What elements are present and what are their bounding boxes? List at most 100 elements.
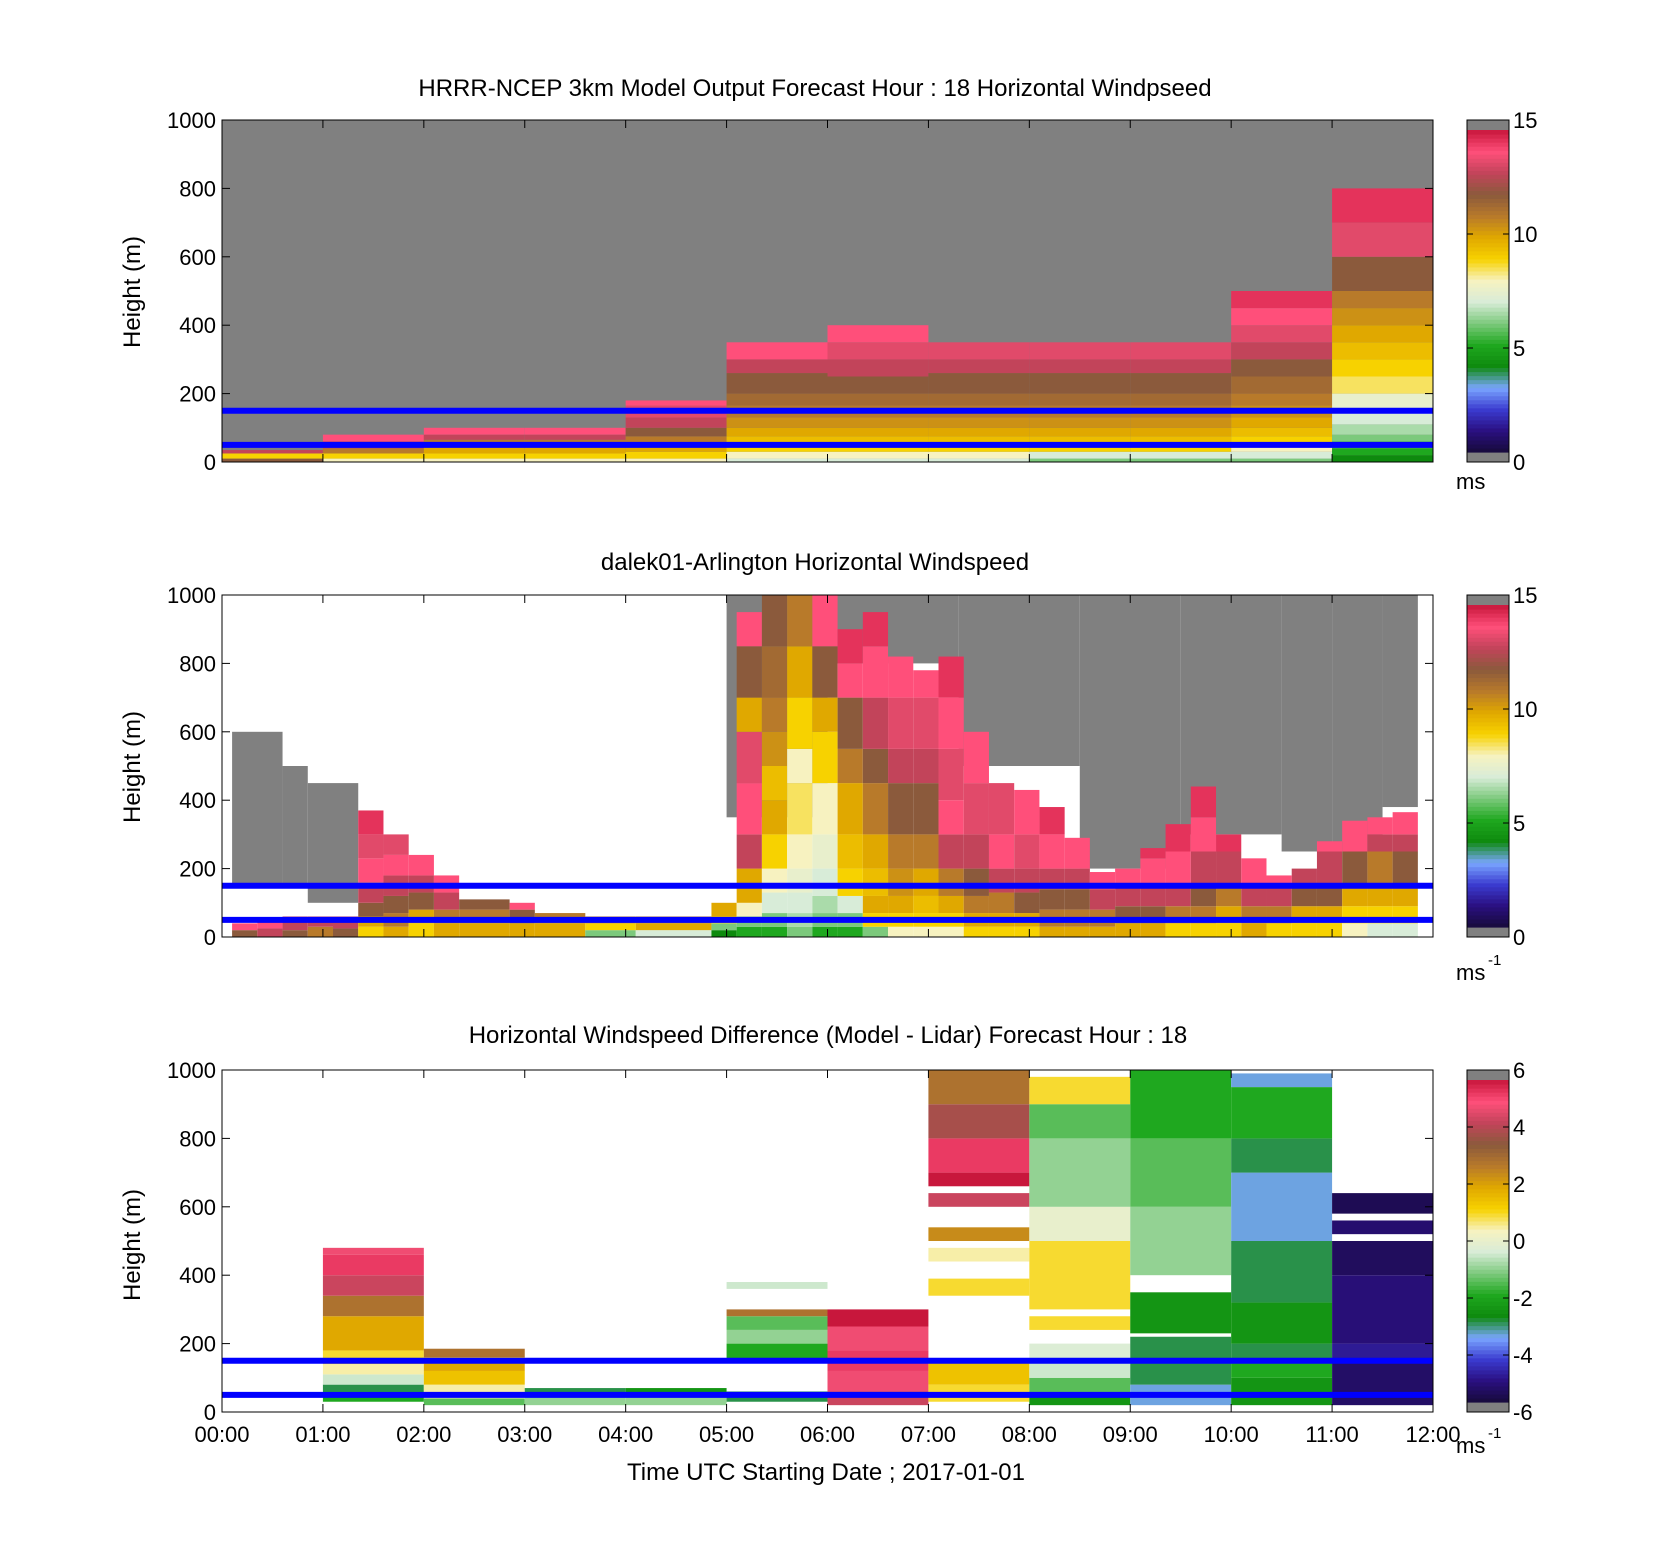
heatmap-cell: [938, 748, 964, 801]
colorbar-segment: [1467, 323, 1509, 328]
heatmap-cell: [928, 1247, 1030, 1262]
heatmap-cell: [282, 930, 308, 937]
heatmap-cell: [787, 926, 813, 937]
colorbar-unit-exponent: -1: [1488, 1425, 1501, 1442]
colorbar-segment: [1467, 838, 1509, 844]
heatmap-cell: [1332, 1241, 1433, 1276]
heatmap-cell: [423, 1348, 525, 1358]
colorbar-segment: [1467, 1369, 1509, 1375]
colorbar-segment: [1467, 423, 1509, 429]
heatmap-cell: [938, 656, 964, 698]
heatmap-cell: [625, 1388, 727, 1395]
heatmap-cell: [1130, 1070, 1232, 1139]
colorbar-segment: [1467, 665, 1509, 670]
heatmap-cell: [423, 1398, 525, 1406]
colorbar-segment: [1467, 786, 1509, 791]
heatmap-cell: [1342, 820, 1368, 852]
panel-model-output: HRRR-NCEP 3km Model Output Forecast Hour…: [119, 75, 1537, 494]
heatmap-cell: [1029, 393, 1131, 406]
heatmap-cell: [625, 444, 727, 452]
x-tick-label: 10:00: [1204, 1422, 1259, 1447]
x-tick-label: 05:00: [699, 1422, 754, 1447]
heatmap-cell: [1039, 807, 1065, 835]
heatmap-cell: [928, 1070, 1030, 1105]
heatmap-cell: [938, 926, 964, 937]
heatmap-cell: [787, 646, 813, 698]
heatmap-cell: [1342, 885, 1368, 907]
colorbar-segment: [1467, 645, 1509, 650]
heatmap-cell: [1115, 868, 1141, 886]
heatmap-cell: [837, 868, 863, 896]
heatmap-cell: [938, 834, 964, 869]
colorbar-segment: [1467, 1281, 1509, 1286]
heatmap-cell: [1367, 817, 1393, 835]
colorbar-segment: [1467, 745, 1509, 751]
colorbar-segment: [1467, 625, 1509, 630]
heatmap-cell: [1392, 851, 1418, 886]
heatmap-cell: [1029, 359, 1131, 374]
heatmap-cell: [827, 444, 929, 452]
y-tick-label: 400: [179, 788, 216, 813]
heatmap-cell: [827, 376, 929, 394]
colorbar-segment: [1467, 1172, 1509, 1178]
colorbar-segment: [1467, 685, 1509, 691]
colorbar-segment: [1467, 266, 1509, 272]
heatmap-cell: [322, 458, 424, 462]
heatmap-cell: [787, 697, 813, 749]
colorbar-segment: [1467, 701, 1509, 707]
colorbar-segment: [1467, 395, 1509, 401]
heatmap-cell: [1130, 1292, 1232, 1334]
colorbar-segment: [1467, 653, 1509, 658]
heatmap-cell: [1231, 1073, 1333, 1088]
heatmap-cell: [928, 1227, 1030, 1241]
colorbar-segment: [1467, 822, 1509, 827]
heatmap-cell: [1241, 858, 1267, 886]
colorbar-segment: [1467, 1301, 1509, 1306]
colorbar-tick-label: 10: [1513, 697, 1537, 722]
colorbar-segment: [1467, 1269, 1509, 1274]
heatmap-cell: [736, 646, 762, 698]
heatmap-cell: [322, 434, 424, 442]
heatmap-cell: [1216, 834, 1242, 852]
heatmap-cell: [1332, 222, 1433, 257]
x-tick-label: 03:00: [497, 1422, 552, 1447]
heatmap-cell: [761, 800, 788, 835]
y-tick-label: 1000: [167, 583, 216, 608]
colorbar-segment: [1467, 435, 1509, 441]
heatmap-cell: [1029, 1316, 1131, 1330]
heatmap-cell: [963, 868, 989, 896]
heatmap-cell: [1130, 417, 1232, 428]
heatmap-cell: [1029, 342, 1131, 360]
x-tick-label: 11:00: [1305, 1422, 1358, 1447]
colorbar-segment: [1467, 858, 1509, 864]
heatmap-cell: [1392, 834, 1418, 852]
colorbar-segment: [1467, 250, 1509, 256]
colorbar-segment: [1467, 166, 1509, 171]
heatmap-cell: [827, 417, 929, 428]
heatmap-cell: [625, 417, 727, 428]
y-tick-label: 600: [179, 245, 216, 270]
colorbar-segment: [1467, 1353, 1509, 1359]
heatmap-cell: [888, 656, 914, 698]
colorbar-segment: [1467, 291, 1509, 296]
heatmap-cell: [761, 868, 788, 893]
heatmap-cell: [1130, 1138, 1232, 1207]
colorbar-segment: [1467, 673, 1509, 679]
heatmap-cell: [963, 926, 989, 937]
colorbar-segment: [1467, 721, 1509, 727]
heatmap-cell: [1064, 837, 1090, 869]
heatmap-cell: [635, 923, 712, 931]
heatmap-cell: [1392, 812, 1418, 835]
colorbar-segment: [1467, 379, 1509, 385]
colorbar-segment: [1467, 331, 1509, 336]
colorbar-segment: [1467, 733, 1509, 739]
colorbar-segment: [1467, 1257, 1509, 1262]
colorbar-segment: [1467, 1116, 1509, 1121]
colorbar-segment: [1467, 617, 1509, 622]
heatmap-cell: [1392, 923, 1418, 937]
colorbar: 0 5 10 15: [1466, 583, 1537, 950]
heatmap-cell: [787, 868, 813, 893]
heatmap-cell: [585, 923, 636, 931]
heatmap-cell: [257, 919, 283, 929]
colorbar-tick-label: 0: [1513, 450, 1525, 475]
